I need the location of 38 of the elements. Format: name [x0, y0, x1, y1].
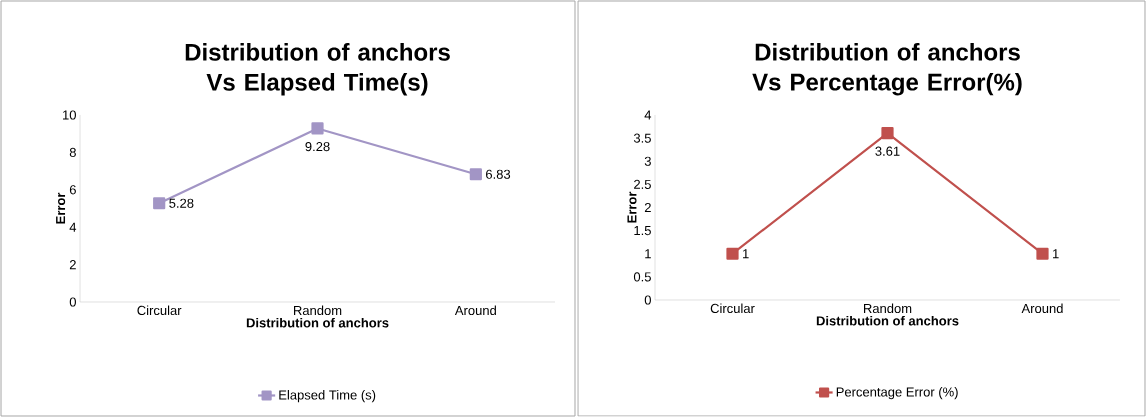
data-label: 6.83 — [486, 169, 511, 179]
y-tick-label: 2 — [69, 260, 76, 270]
x-tick-label: Random — [294, 305, 342, 316]
x-tick-label: Circular — [137, 305, 182, 316]
x-tick-label: Random — [864, 303, 912, 314]
y-tick-label: 1.5 — [634, 226, 651, 236]
y-tick-label: 2 — [644, 202, 651, 213]
data-label: 1 — [1053, 249, 1059, 259]
legend-label: Elapsed Time (s) — [279, 390, 376, 403]
point — [469, 168, 482, 181]
data-label: 5.28 — [169, 198, 194, 208]
y-tick-label: 3.5 — [633, 133, 651, 143]
y-tick-label: 10 — [63, 110, 76, 120]
y-axis-title: Error — [56, 192, 66, 224]
x-tick-label: Around — [454, 305, 496, 316]
data-label: 1 — [743, 249, 749, 259]
y-axis-title: Error — [627, 191, 637, 223]
y-tick-label: 4 — [69, 222, 77, 232]
x-tick-label: Around — [1021, 303, 1063, 314]
y-tick-label: 4 — [644, 110, 652, 120]
y-tick-label: 1 — [645, 249, 651, 259]
legend-label: Percentage Error (%) — [836, 387, 958, 400]
y-tick-label: 0 — [69, 297, 76, 307]
data-label: 3.61 — [875, 146, 900, 156]
y-tick-label: 0 — [644, 295, 651, 305]
point — [153, 197, 166, 210]
chart-title: Distribution of anchors Vs Percentage Error(%) — [752, 42, 1022, 96]
point — [311, 122, 324, 135]
y-tick-label: 8 — [69, 147, 76, 157]
y-tick-label: 2.5 — [634, 179, 651, 189]
y-tick-label: 3 — [644, 156, 651, 166]
chart-title: Distribution of anchors Vs Elapsed Time(s) — [185, 43, 450, 96]
y-tick-label: 0.5 — [633, 272, 651, 282]
x-axis-title: Distribution of anchors — [246, 317, 389, 328]
x-tick-label: Circular — [710, 303, 755, 314]
x-axis-title: Distribution of anchors — [816, 315, 959, 326]
data-label: 9.28 — [305, 141, 330, 152]
y-tick-label: 6 — [69, 185, 76, 195]
